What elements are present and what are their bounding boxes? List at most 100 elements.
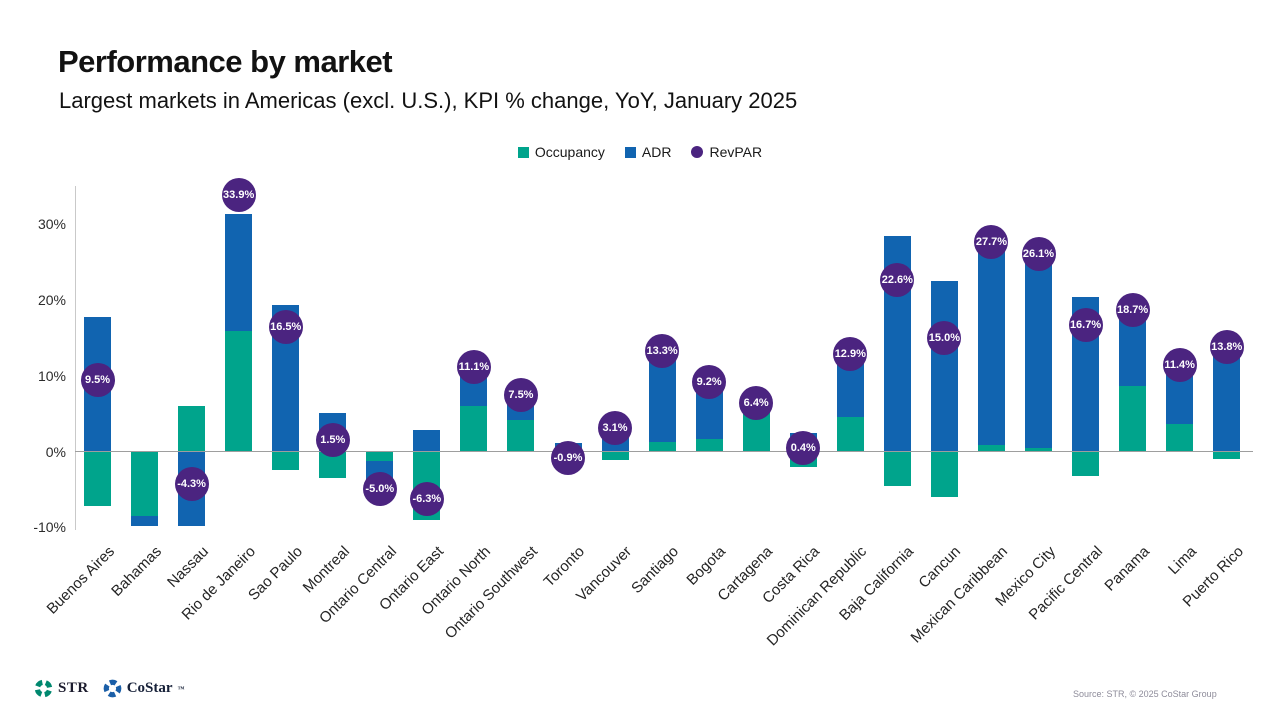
revpar-value-label: 27.7%	[975, 235, 1008, 248]
revpar-value-label: -0.9%	[553, 452, 583, 465]
bar-segment-occupancy	[460, 406, 488, 452]
bar-segment-occupancy	[225, 331, 253, 452]
bar-segment-occupancy	[930, 451, 958, 497]
legend-item-adr: ADR	[624, 144, 672, 160]
revpar-marker: 1.5%	[315, 423, 350, 458]
costar-logo: CoStar ™	[103, 679, 185, 698]
bar-segment-occupancy	[178, 406, 206, 452]
revpar-marker: 33.9%	[221, 177, 256, 212]
y-axis-tick-label: -10%	[33, 519, 66, 536]
revpar-marker: -6.3%	[409, 482, 444, 517]
revpar-value-label: -5.0%	[365, 483, 395, 496]
revpar-value-label: 16.7%	[1069, 319, 1102, 331]
revpar-value-label: 33.9%	[223, 188, 255, 201]
revpar-value-label: -6.3%	[412, 493, 442, 506]
source-note: Source: STR, © 2025 CoStar Group	[1073, 689, 1217, 699]
bar-segment-occupancy	[883, 451, 911, 486]
revpar-value-label: 3.1%	[602, 422, 628, 435]
revpar-marker: 3.1%	[598, 411, 633, 446]
bar-segment-occupancy	[648, 442, 676, 452]
revpar-marker: 13.3%	[645, 333, 680, 368]
revpar-marker: 11.1%	[456, 350, 491, 385]
bar-segment-occupancy	[1166, 424, 1194, 452]
legend-item-revpar: RevPAR	[691, 144, 762, 160]
bar-segment-adr	[977, 243, 1005, 446]
revpar-marker: 18.7%	[1115, 292, 1150, 327]
revpar-marker: 27.7%	[974, 224, 1009, 259]
bar-segment-occupancy	[977, 445, 1005, 452]
bar-segment-occupancy	[836, 416, 864, 452]
bar-segment-occupancy	[507, 419, 535, 452]
str-pinwheel-icon	[34, 679, 53, 698]
revpar-value-label: 11.1%	[458, 361, 490, 374]
revpar-marker: -4.3%	[174, 467, 209, 502]
revpar-swatch-icon	[691, 146, 704, 158]
chart-legend: Occupancy ADR RevPAR	[0, 144, 1280, 160]
revpar-value-label: 1.5%	[320, 434, 346, 447]
bar-segment-occupancy	[84, 451, 111, 507]
zero-gridline	[75, 451, 1253, 452]
revpar-value-label: 7.5%	[508, 388, 534, 401]
legend-item-occupancy: Occupancy	[517, 144, 605, 160]
legend-label-revpar: RevPAR	[709, 144, 763, 160]
revpar-marker: -0.9%	[551, 441, 585, 476]
costar-logo-text: CoStar	[126, 680, 173, 696]
costar-pinwheel-icon	[103, 679, 121, 698]
revpar-value-label: 11.4%	[1164, 359, 1195, 372]
bar-segment-adr	[131, 515, 159, 527]
revpar-marker: 0.4%	[786, 431, 821, 466]
revpar-marker: 11.4%	[1162, 348, 1197, 383]
revpar-marker: 13.8%	[1209, 329, 1244, 364]
page-title: Performance by market	[58, 44, 393, 79]
adr-swatch-icon	[624, 146, 636, 158]
bar-segment-occupancy	[1025, 448, 1052, 452]
occupancy-swatch-icon	[517, 146, 529, 158]
bar-segment-occupancy	[695, 439, 723, 452]
bar-segment-adr	[225, 213, 253, 332]
bar-segment-adr	[1025, 254, 1052, 449]
bar-segment-occupancy	[601, 451, 629, 460]
revpar-value-label: 0.4%	[790, 442, 816, 455]
revpar-marker: 16.5%	[268, 309, 303, 344]
y-axis-line	[75, 186, 76, 530]
y-axis-tick-label: 10%	[37, 367, 66, 384]
revpar-marker: 22.6%	[880, 263, 915, 298]
revpar-value-label: 12.9%	[834, 347, 866, 360]
revpar-value-label: 9.5%	[84, 373, 111, 386]
y-axis-tick-label: 0%	[45, 443, 66, 460]
revpar-marker: 7.5%	[503, 377, 538, 412]
legend-label-adr: ADR	[641, 144, 672, 160]
footer-brandbar: STR CoStar ™	[34, 679, 185, 698]
revpar-marker: 12.9%	[833, 336, 868, 371]
revpar-value-label: -4.3%	[177, 478, 206, 491]
revpar-marker: 6.4%	[739, 386, 774, 421]
str-logo-text: STR	[58, 680, 89, 696]
revpar-marker: 26.1%	[1021, 236, 1056, 271]
bar-segment-occupancy	[1072, 451, 1100, 476]
revpar-value-label: 6.4%	[743, 397, 769, 410]
bar-segment-occupancy	[1119, 386, 1147, 452]
bar-segment-occupancy	[1213, 451, 1241, 460]
revpar-value-label: 26.1%	[1022, 247, 1055, 260]
str-logo: STR	[34, 679, 89, 698]
revpar-value-label: 15.0%	[928, 331, 960, 344]
bar-segment-adr	[413, 429, 441, 452]
bar-segment-occupancy	[272, 451, 300, 470]
revpar-value-label: 13.8%	[1211, 340, 1243, 353]
bar-segment-adr	[1119, 315, 1147, 387]
revpar-marker: 9.5%	[80, 362, 115, 397]
revpar-value-label: 9.2%	[696, 375, 722, 388]
bar-segment-occupancy	[131, 451, 159, 516]
bar-segment-occupancy	[366, 451, 394, 461]
revpar-value-label: 22.6%	[881, 274, 913, 287]
revpar-marker: -5.0%	[362, 472, 397, 507]
y-axis-tick-label: 30%	[37, 216, 66, 233]
revpar-marker: 16.7%	[1068, 308, 1103, 342]
legend-label-occupancy: Occupancy	[534, 144, 605, 160]
revpar-value-label: 13.3%	[646, 344, 678, 357]
y-axis-tick-label: 20%	[37, 292, 66, 309]
revpar-value-label: 18.7%	[1116, 303, 1149, 316]
bar-segment-adr	[930, 281, 958, 452]
